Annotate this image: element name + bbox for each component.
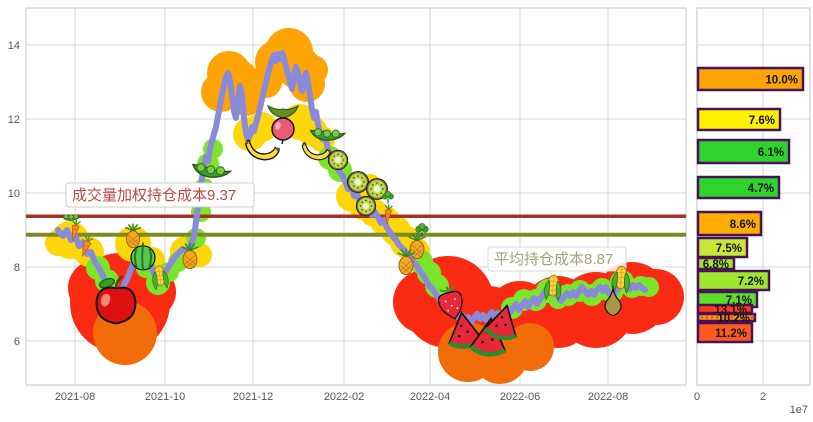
x-axis-tick-label: 2022-06 xyxy=(500,391,540,403)
volume-axis-unit: 1e7 xyxy=(790,404,808,416)
distribution-bar xyxy=(696,175,781,200)
holding-distribution-bars: 10.0%7.6%6.1%4.7%8.6%7.5%6.8%7.2%7.1%13.… xyxy=(696,66,805,344)
x-axis-tick-label: 2022-04 xyxy=(410,391,450,403)
fruit-kiwi-icon xyxy=(327,149,349,171)
avg-cost-annotation-label: 平均持仓成本8.87 xyxy=(494,251,613,268)
y-axis-tick-label: 12 xyxy=(8,114,20,126)
distribution-bar xyxy=(696,210,763,237)
avg-cost-annotation: 平均持仓成本8.87 xyxy=(487,246,627,272)
y-axis-tick-label: 8 xyxy=(14,262,20,274)
bar-pct-label: 10.0% xyxy=(765,75,798,87)
bar-pct-label: 6.8% xyxy=(703,259,729,271)
y-axis-tick-label: 6 xyxy=(14,336,20,348)
vwap-annotation: 成交量加权持仓成本9.37 xyxy=(65,182,255,208)
distribution-bar xyxy=(696,269,771,292)
distribution-bar xyxy=(696,321,754,344)
main-plot-border xyxy=(25,7,687,386)
x-axis-tick-label: 2021-12 xyxy=(233,391,273,403)
distribution-bar xyxy=(696,107,782,132)
fruit-kiwi-icon xyxy=(347,171,369,193)
bar-pct-label: 8.6% xyxy=(730,219,756,231)
distribution-bar xyxy=(696,138,791,165)
distribution-bar xyxy=(696,256,736,271)
x-axis-tick-label: 2021-08 xyxy=(55,391,95,403)
bar-pct-label: 7.2% xyxy=(738,276,764,288)
y-axis-tick-label: 10 xyxy=(8,188,20,200)
x-axis-tick-label: 2022-08 xyxy=(588,391,628,403)
y-axis-tick-label: 14 xyxy=(8,40,20,52)
x-axis-tick-label: 2021-10 xyxy=(145,391,185,403)
distribution-bar xyxy=(696,66,805,92)
bar-pct-label: 7.6% xyxy=(749,115,775,127)
bar-pct-label: 11.2% xyxy=(715,328,747,340)
fruit-kiwi-icon xyxy=(355,195,377,217)
bar-pct-label: 4.7% xyxy=(748,183,774,195)
bar-pct-label: 7.5% xyxy=(716,243,742,255)
volume-axis-tick-label: 0 xyxy=(694,391,700,403)
volume-axis-tick-label: 2 xyxy=(760,391,766,403)
avg-cost-annotation-box xyxy=(487,246,627,272)
x-axis-tick-label: 2022-02 xyxy=(324,391,364,403)
orangered-volume-blob xyxy=(506,323,554,371)
vwap-annotation-box xyxy=(65,182,255,208)
bar-pct-label: 6.1% xyxy=(758,147,784,159)
axis-labels: 14 12 10 8 6 2021-08 2021-10 2021-12 2022-02 2022… xyxy=(8,40,766,403)
vwap-annotation-label: 成交量加权持仓成本9.37 xyxy=(72,186,236,204)
distribution-bar-texture xyxy=(698,314,755,321)
